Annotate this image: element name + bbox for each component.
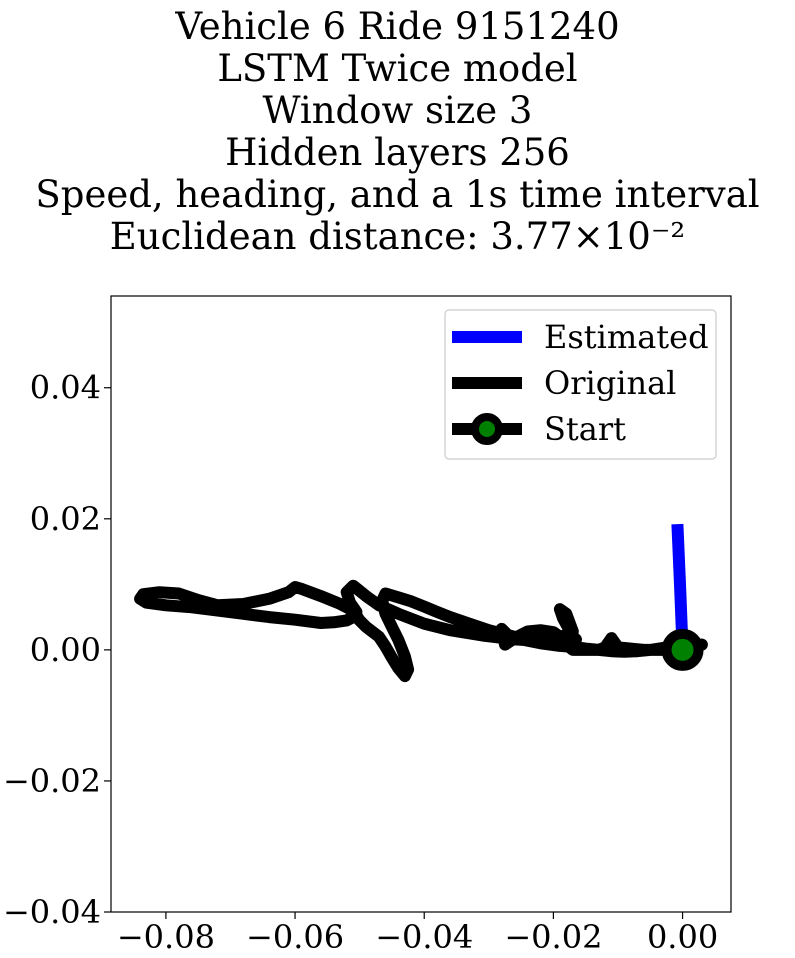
title-line-3: Window size 3 (262, 89, 533, 132)
y-tick-label: 0.02 (30, 500, 101, 538)
x-tick-label: 0.00 (647, 918, 718, 956)
y-tick-label: 0.00 (30, 631, 101, 669)
y-tick-label: 0.04 (30, 369, 101, 407)
legend-box (444, 309, 717, 460)
title-line-6: Euclidean distance: 3.77×10⁻² (109, 215, 686, 258)
x-tick-label: −0.06 (246, 918, 344, 956)
x-axis: −0.08 −0.06 −0.04 −0.02 0.00 (117, 912, 718, 956)
y-axis: 0.04 0.02 0.00 −0.02 −0.04 (3, 369, 111, 931)
title-line-2: LSTM Twice model (217, 47, 578, 90)
legend-start-marker (471, 413, 503, 445)
legend-entry-original-label: Original (544, 364, 676, 402)
y-tick-label: −0.02 (3, 762, 101, 800)
y-tick-label: −0.04 (3, 893, 101, 931)
chart-title: Vehicle 6 Ride 9151240 LSTM Twice model … (0, 6, 795, 258)
x-tick-label: −0.04 (375, 918, 473, 956)
start-marker (661, 628, 704, 671)
plot-frame (110, 295, 732, 913)
title-line-4: Hidden layers 256 (225, 131, 570, 174)
series-original-line (134, 579, 708, 683)
series-estimated-line (671, 523, 689, 651)
x-tick-label: −0.08 (117, 918, 215, 956)
legend-entry-estimated-label: Estimated (544, 318, 709, 356)
legend: Estimated Original Start (444, 309, 717, 460)
title-line-5: Speed, heading, and a 1s time interval (35, 173, 760, 216)
series-layer (134, 523, 708, 683)
x-tick-label: −0.02 (504, 918, 602, 956)
legend-entry-start-label: Start (544, 410, 626, 448)
title-line-1: Vehicle 6 Ride 9151240 (175, 5, 620, 48)
